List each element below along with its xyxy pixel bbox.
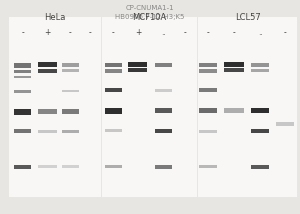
- Text: +: +: [135, 28, 141, 37]
- Bar: [14, 165, 31, 169]
- Bar: [199, 108, 217, 113]
- Text: ..: ..: [161, 28, 166, 37]
- Bar: [38, 69, 57, 73]
- Bar: [155, 129, 172, 133]
- Bar: [38, 129, 57, 133]
- Bar: [276, 122, 294, 126]
- Text: CP-CNUMA1-1: CP-CNUMA1-1: [126, 5, 174, 11]
- Bar: [155, 89, 172, 92]
- Text: -: -: [184, 28, 187, 37]
- Bar: [62, 109, 79, 114]
- Bar: [62, 89, 79, 92]
- Bar: [224, 61, 244, 67]
- Text: MCF10A: MCF10A: [132, 13, 166, 22]
- Bar: [62, 63, 79, 67]
- Bar: [251, 129, 269, 133]
- Bar: [224, 68, 244, 72]
- Bar: [105, 129, 122, 132]
- Bar: [62, 165, 79, 168]
- Bar: [105, 63, 122, 67]
- Text: LCL57: LCL57: [235, 13, 260, 22]
- Bar: [128, 61, 147, 67]
- Bar: [199, 129, 217, 133]
- Bar: [14, 76, 31, 79]
- Text: ..: ..: [258, 28, 263, 37]
- Bar: [14, 89, 31, 93]
- Bar: [105, 165, 122, 168]
- Bar: [38, 109, 57, 114]
- Text: +: +: [44, 28, 51, 37]
- Bar: [155, 165, 172, 169]
- Bar: [155, 108, 172, 113]
- Bar: [62, 69, 79, 72]
- Bar: [14, 70, 31, 73]
- Bar: [14, 63, 31, 68]
- Text: -: -: [112, 28, 115, 37]
- Text: -: -: [88, 28, 91, 37]
- Bar: [199, 69, 217, 73]
- Bar: [199, 63, 217, 67]
- Text: -: -: [21, 28, 24, 37]
- Bar: [251, 63, 269, 67]
- Bar: [105, 108, 122, 114]
- Text: HB0906.7-12 H3;K5: HB0906.7-12 H3;K5: [115, 14, 185, 20]
- Bar: [224, 108, 244, 113]
- Bar: [199, 88, 217, 92]
- Bar: [251, 108, 269, 113]
- Bar: [14, 109, 31, 115]
- Bar: [198, 17, 297, 197]
- Bar: [102, 17, 196, 197]
- Bar: [155, 63, 172, 67]
- Bar: [128, 68, 147, 72]
- Bar: [105, 88, 122, 92]
- Text: -: -: [69, 28, 72, 37]
- Bar: [9, 17, 101, 197]
- Bar: [14, 129, 31, 133]
- Bar: [199, 165, 217, 168]
- Text: HeLa: HeLa: [44, 13, 65, 22]
- Text: -: -: [284, 28, 286, 37]
- Bar: [105, 69, 122, 73]
- Bar: [251, 69, 269, 72]
- Bar: [62, 130, 79, 133]
- Text: -: -: [206, 28, 209, 37]
- Bar: [38, 165, 57, 168]
- Text: -: -: [232, 28, 235, 37]
- Bar: [38, 62, 57, 67]
- Bar: [251, 165, 269, 169]
